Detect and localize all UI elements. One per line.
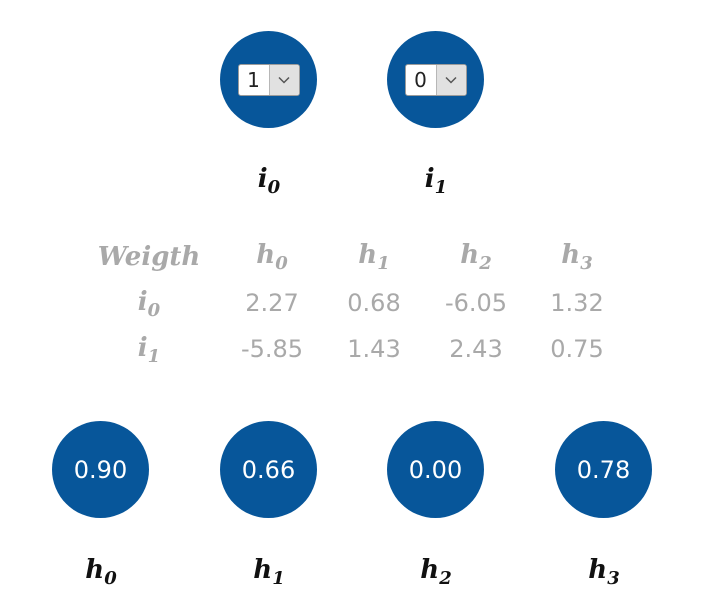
weights-row-header-i1: i1	[137, 333, 161, 367]
input-label-i1: i1	[424, 164, 448, 198]
hidden-node-h2-value: 0.00	[408, 455, 463, 484]
weight-cell-i1-h1: 1.43	[347, 335, 401, 363]
hidden-label-h0: h0	[85, 555, 117, 589]
weight-cell-i0-h2: -6.05	[444, 289, 508, 317]
weight-cell-i0-h0: 2.27	[245, 289, 299, 317]
chevron-down-icon[interactable]	[435, 64, 466, 95]
weights-table-corner: Weigth	[97, 242, 201, 272]
weights-column-header-h0: h0	[256, 240, 288, 274]
weight-cell-i0-h1: 0.68	[347, 289, 401, 317]
input-i1-select-value: 0	[414, 67, 427, 92]
hidden-node-h3: 0.78	[555, 421, 652, 518]
input-node-i0: 1	[220, 31, 317, 128]
weights-row-header-i0: i0	[137, 287, 161, 321]
chevron-down-icon[interactable]	[268, 64, 299, 95]
input-i1-select[interactable]: 0	[404, 63, 467, 96]
weights-column-header-h2: h2	[460, 240, 492, 274]
hidden-node-h0: 0.90	[52, 421, 149, 518]
weight-cell-i0-h3: 1.32	[550, 289, 604, 317]
hidden-label-h1: h1	[253, 555, 285, 589]
weight-cell-i1-h2: 2.43	[449, 335, 503, 363]
hidden-label-h3: h3	[588, 555, 620, 589]
weight-cell-i1-h0: -5.85	[240, 335, 304, 363]
input-label-i0: i0	[257, 164, 281, 198]
hidden-node-h1-value: 0.66	[241, 455, 296, 484]
hidden-node-h0-value: 0.90	[73, 455, 128, 484]
hidden-label-h2: h2	[420, 555, 452, 589]
weight-cell-i1-h3: 0.75	[550, 335, 604, 363]
input-i0-select[interactable]: 1	[237, 63, 300, 96]
input-node-i1: 0	[387, 31, 484, 128]
weights-column-header-h3: h3	[561, 240, 593, 274]
hidden-node-h3-value: 0.78	[576, 455, 631, 484]
weights-column-header-h1: h1	[358, 240, 390, 274]
hidden-node-h1: 0.66	[220, 421, 317, 518]
input-i0-select-value: 1	[247, 67, 260, 92]
hidden-node-h2: 0.00	[387, 421, 484, 518]
